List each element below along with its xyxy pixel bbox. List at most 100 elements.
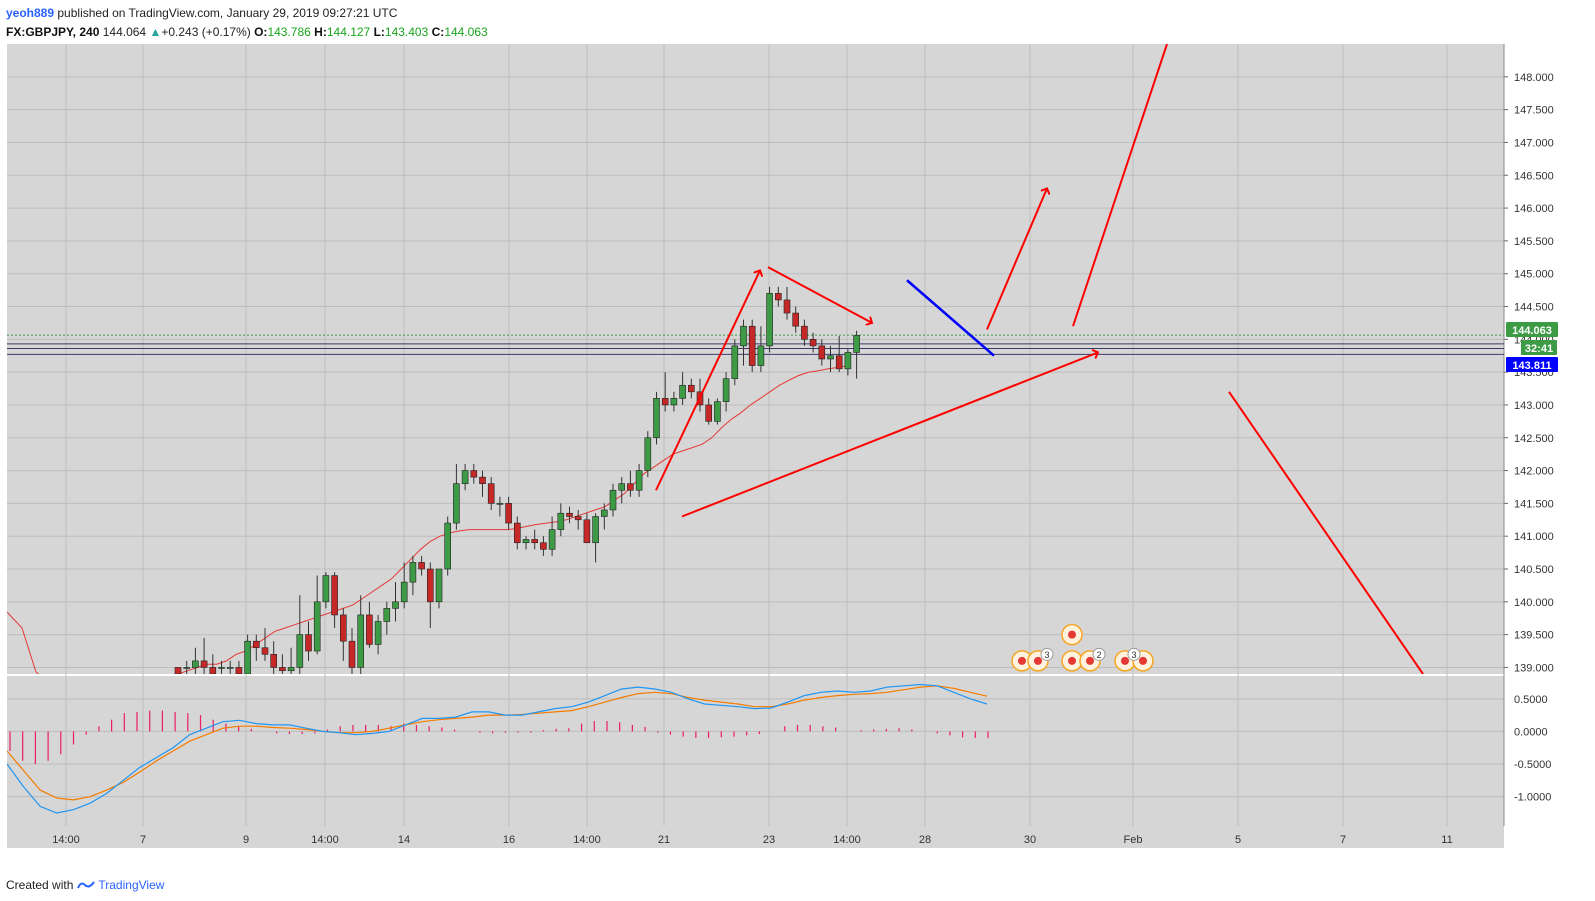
- candle-body: [400, 581, 408, 603]
- candle-body: [618, 483, 626, 491]
- price-tick-label: 140.000: [1514, 597, 1554, 609]
- candle-body: [348, 640, 356, 668]
- time-tick-label: Feb: [1124, 834, 1143, 846]
- candle-body: [218, 667, 225, 669]
- candle-body: [531, 539, 539, 544]
- event-count-label: 2: [1096, 650, 1101, 660]
- high-value: 144.127: [326, 25, 371, 39]
- candle-body: [487, 483, 495, 504]
- candle-body: [687, 384, 695, 393]
- time-tick-label: 30: [1024, 834, 1036, 846]
- price-tick-label: 147.000: [1514, 137, 1554, 149]
- blue-trendline: [906, 279, 995, 357]
- candle-body: [279, 667, 286, 672]
- time-axis-pane: [7, 826, 1504, 848]
- candle-body: [583, 519, 591, 544]
- time-tick-label: 9: [243, 834, 249, 846]
- candle-body: [792, 312, 800, 327]
- candle-body: [766, 293, 773, 347]
- time-tick-label: 5: [1235, 834, 1241, 846]
- price-tick-label: 140.500: [1514, 564, 1554, 576]
- candle-body: [844, 352, 852, 370]
- close-label: C:: [431, 25, 445, 39]
- price-tick-label: 142.000: [1514, 466, 1554, 478]
- candle-body: [714, 401, 721, 422]
- event-count-label: 3: [1131, 650, 1136, 660]
- price-tick-label: 144.500: [1514, 302, 1554, 314]
- candle-body: [757, 345, 765, 366]
- candle-body: [444, 522, 452, 570]
- event-badge-dot: [1034, 656, 1042, 665]
- candle-body: [557, 512, 565, 530]
- macd-plot: [7, 683, 989, 814]
- price-change: +0.243 (+0.17%): [161, 25, 251, 39]
- event-badge-icon: [1061, 650, 1083, 672]
- event-badge-dot: [1018, 656, 1026, 665]
- event-badge-dot: [1139, 656, 1147, 665]
- candle-body: [244, 640, 251, 674]
- candle-body: [801, 325, 808, 340]
- candle-body: [740, 325, 747, 347]
- candle-body: [540, 542, 547, 550]
- price-tick-label: 141.000: [1514, 531, 1554, 543]
- red-arrow: [986, 188, 1047, 330]
- time-tick-label: 16: [503, 834, 515, 846]
- candle-body: [609, 489, 617, 511]
- open-value: 143.786: [267, 25, 311, 39]
- moving-average-line: [7, 365, 848, 674]
- event-badge-dot: [1121, 656, 1129, 665]
- event-badge-dot: [1068, 656, 1076, 665]
- candle-body: [435, 568, 443, 603]
- candle-body: [392, 601, 399, 609]
- price-badge-label: 144.063: [1512, 325, 1552, 337]
- macd-signal-line: [7, 685, 988, 801]
- event-count-badge: [1092, 647, 1106, 661]
- author-link[interactable]: yeoh889: [6, 6, 55, 20]
- price-badge: [1506, 322, 1558, 337]
- candle-body: [270, 654, 278, 668]
- price-tick-label: 147.500: [1514, 105, 1554, 117]
- candle-body: [679, 384, 686, 399]
- price-axis-bg: [1504, 44, 1565, 826]
- candle-body: [209, 667, 217, 674]
- price-badge-label: 32:41: [1525, 343, 1553, 355]
- macd-tick-label: -0.5000: [1514, 759, 1551, 771]
- published-text: published on TradingView.com, January 29…: [57, 6, 398, 20]
- price-plot: 3 2 3: [7, 44, 1504, 674]
- price-tick-label: 146.000: [1514, 203, 1554, 215]
- candle-body: [366, 614, 373, 645]
- candle-body: [809, 339, 817, 347]
- candle-body: [774, 293, 782, 301]
- macd-tick-label: 0.0000: [1514, 726, 1548, 738]
- candle-body: [322, 575, 330, 603]
- low-label: L:: [373, 25, 385, 39]
- candle-body: [374, 621, 382, 645]
- time-tick-label: 14:00: [833, 834, 861, 846]
- tradingview-link[interactable]: TradingView: [98, 878, 165, 892]
- candle-body: [827, 355, 834, 360]
- candle-body: [339, 614, 347, 642]
- ohlc-line: FX:GBPJPY, 240 144.064 ▲+0.243 (+0.17%) …: [6, 23, 1006, 42]
- candle-body: [513, 522, 521, 544]
- time-tick-label: 14:00: [52, 834, 80, 846]
- candle-body: [479, 476, 486, 484]
- time-tick-label: 21: [658, 834, 670, 846]
- candle-body: [357, 614, 365, 668]
- candle-body: [426, 568, 434, 603]
- candle-body: [200, 660, 208, 668]
- candle-body: [635, 470, 643, 491]
- event-badge-dot: [1086, 656, 1094, 665]
- red-arrow: [681, 352, 1098, 518]
- symbol-label[interactable]: FX:GBPJPY, 240: [6, 25, 100, 39]
- tradingview-logo-icon: [77, 881, 96, 889]
- candle-body: [183, 667, 190, 669]
- candle-body: [461, 470, 469, 484]
- candle-body: [253, 640, 260, 649]
- candle-body: [566, 512, 573, 517]
- candle-body: [644, 437, 652, 471]
- candle-body: [418, 562, 425, 570]
- red-line-down: [1228, 391, 1424, 674]
- candle-body: [783, 299, 791, 314]
- created-with-text: Created with: [6, 878, 74, 892]
